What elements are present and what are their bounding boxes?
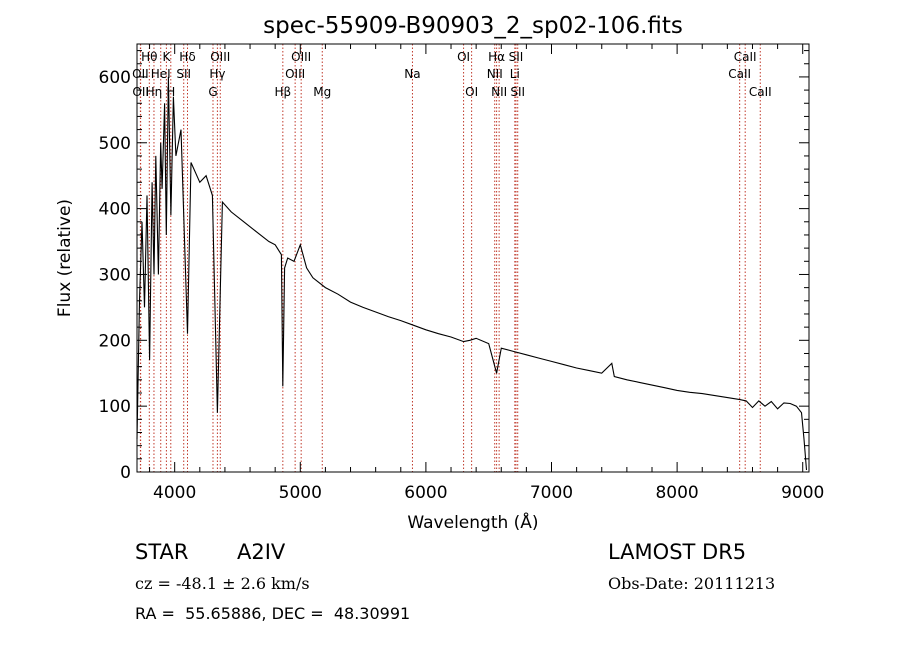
line-label: OIII xyxy=(285,67,305,81)
chart-title: spec-55909-B90903_2_sp02-106.fits xyxy=(263,13,683,39)
line-label: Li xyxy=(510,67,520,81)
line-label: CaII xyxy=(749,85,772,99)
line-label: H xyxy=(166,85,175,99)
emission-line-labels: Hθ K Hδ OIII OIII OI Hα SII CaII OII HeI SII Hγ OIII N… xyxy=(132,50,772,99)
line-label: OI xyxy=(457,50,470,64)
y-axis-label: Flux (relative) xyxy=(55,199,75,317)
x-tick-label: 7000 xyxy=(530,483,573,503)
x-tick-label: 9000 xyxy=(781,483,824,503)
spectral-subclass: A2IV xyxy=(237,540,286,564)
line-label: Hθ xyxy=(141,50,157,64)
y-tick-label: 300 xyxy=(99,265,131,285)
line-label: SII xyxy=(176,67,191,81)
y-tick-label: 200 xyxy=(99,331,131,351)
line-label: CaII xyxy=(734,50,757,64)
line-label: SII xyxy=(510,85,525,99)
coordinates: RA = 55.65886, DEC = 48.30991 xyxy=(135,604,411,623)
spectrum-line xyxy=(136,76,808,471)
y-tick-label: 100 xyxy=(99,397,131,417)
line-label: OIII xyxy=(210,50,230,64)
line-label: OIII xyxy=(291,50,311,64)
y-tick-label: 0 xyxy=(120,463,131,483)
line-label: SII xyxy=(509,50,524,64)
line-label: NII xyxy=(491,85,507,99)
line-label: NII xyxy=(487,67,503,81)
line-label: Hδ xyxy=(179,50,195,64)
line-label: CaII xyxy=(728,67,751,81)
line-label: Hβ xyxy=(274,85,291,99)
line-label: Hη xyxy=(146,85,163,99)
line-label: G xyxy=(208,85,217,99)
axis-ticks: 4000 5000 6000 7000 8000 9000 0 100 200 300 400 500… xyxy=(99,44,824,503)
object-type: STAR xyxy=(135,540,189,564)
line-label: Na xyxy=(404,67,420,81)
y-tick-label: 600 xyxy=(99,68,131,88)
line-label: K xyxy=(162,50,171,64)
observation-date: Obs-Date: 20111213 xyxy=(608,574,776,593)
x-tick-label: 5000 xyxy=(279,483,322,503)
redshift-cz: cz = -48.1 ± 2.6 km/s xyxy=(135,574,310,593)
plot-frame xyxy=(136,43,810,473)
x-tick-label: 8000 xyxy=(655,483,698,503)
line-label: OII xyxy=(132,67,149,81)
x-tick-label: 6000 xyxy=(404,483,447,503)
y-tick-label: 400 xyxy=(99,200,131,220)
x-tick-label: 4000 xyxy=(153,483,196,503)
x-axis-label: Wavelength (Å) xyxy=(407,511,538,533)
survey-name: LAMOST DR5 xyxy=(608,540,747,564)
y-tick-label: 500 xyxy=(99,134,131,154)
line-label: Mg xyxy=(313,85,331,99)
emission-line-markers xyxy=(139,44,761,472)
line-label: Hγ xyxy=(209,67,225,81)
line-label: Hα xyxy=(488,50,505,64)
line-label: HeI xyxy=(151,67,171,81)
line-label: OI xyxy=(465,85,478,99)
